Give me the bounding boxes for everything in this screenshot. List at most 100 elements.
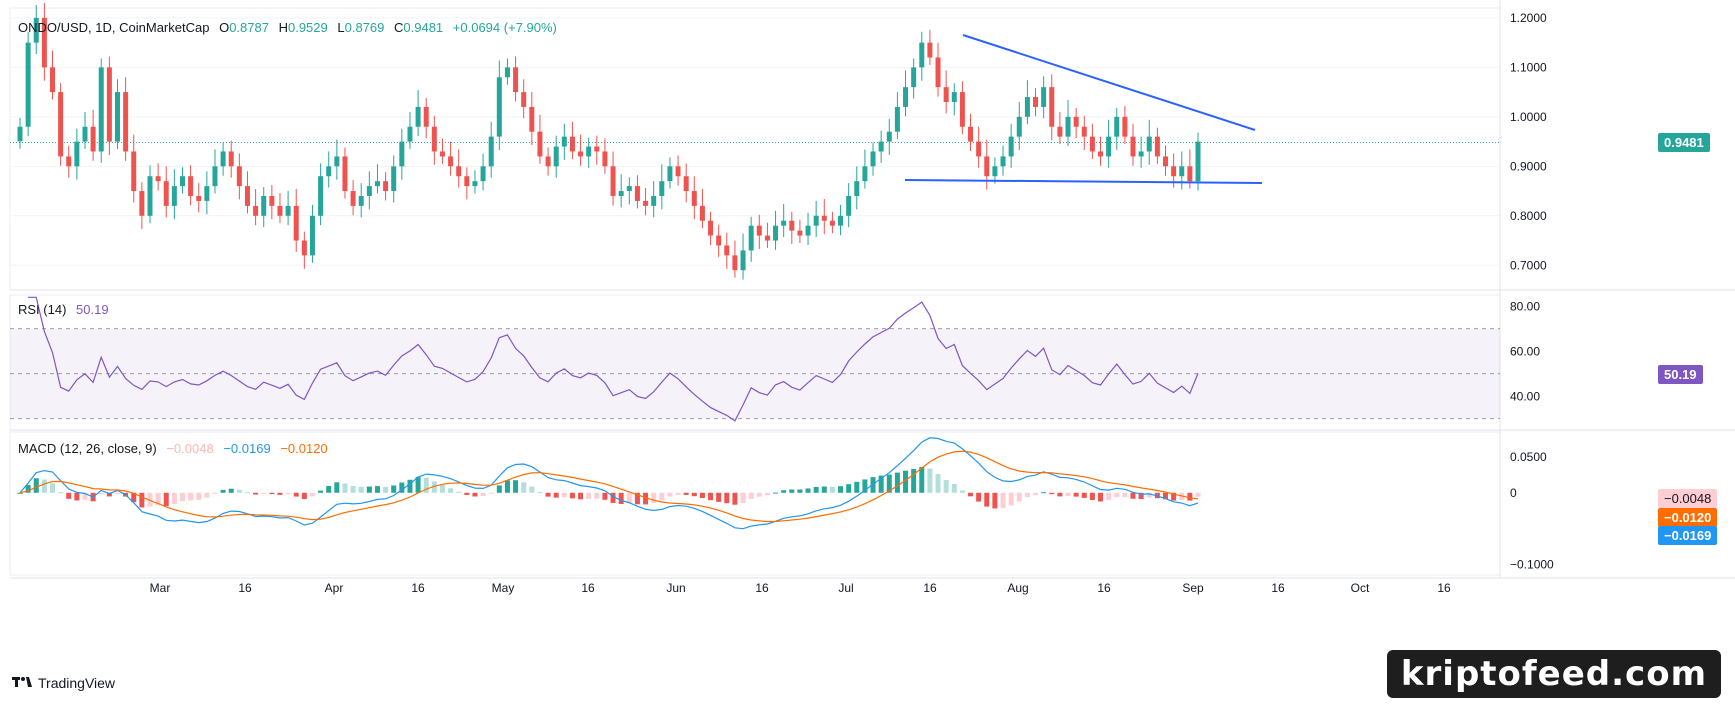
macd-histogram-bar [366, 486, 372, 493]
high-label: H [278, 20, 288, 35]
macd-histogram-bar [789, 489, 795, 493]
price-tick-label: 0.9000 [1510, 159, 1547, 173]
candle-body [253, 205, 259, 216]
time-tick-label: Mar [150, 581, 171, 595]
macd-histogram-bar [561, 492, 567, 498]
price-tick-label: 0.8000 [1510, 209, 1547, 223]
change-value: +0.0694 (+7.90%) [452, 20, 557, 35]
candle-body [748, 225, 754, 251]
candle-body [691, 191, 697, 206]
candle-body [350, 191, 356, 206]
candle-body [894, 106, 900, 132]
time-tick-label: 16 [581, 581, 595, 595]
tradingview-label: TradingView [38, 675, 116, 691]
price-tick-label: 1.2000 [1510, 11, 1547, 25]
high-value: 0.9529 [287, 20, 328, 35]
candle-body [415, 106, 421, 127]
macd-histogram-bar [683, 492, 689, 495]
candle-body [293, 205, 299, 241]
macd-histogram-bar [1089, 492, 1095, 500]
macd-histogram-bar [886, 474, 892, 493]
candle-body [634, 186, 640, 201]
candle-body [992, 166, 998, 177]
time-tick-label: Jun [666, 581, 685, 595]
macd-histogram-bar [976, 492, 982, 502]
macd-histogram-bar [98, 492, 104, 495]
candle-body [1041, 87, 1047, 107]
candle-body [618, 191, 624, 196]
time-axis: Mar 16 Apr 16 May 16 Jun 16 Jul 16 Aug 16 Sep 16 Oct 16 [150, 581, 1451, 595]
macd-histogram-bar [992, 492, 998, 509]
candle-body [383, 181, 389, 192]
low-value: 0.8769 [344, 20, 385, 35]
macd-histogram-bar [764, 492, 770, 496]
candle-body [976, 141, 982, 157]
macd-legend: MACD (12, 26, close, 9) −0.0048 −0.0169 … [18, 441, 334, 456]
macd-histogram-bar [724, 492, 730, 504]
macd-histogram-bar [943, 480, 949, 493]
candle-body [66, 156, 72, 167]
candle-body [114, 92, 120, 142]
candle-body [529, 106, 535, 132]
time-tick-label: 16 [923, 581, 937, 595]
macd-histogram-bar [350, 485, 356, 493]
macd-histogram-bar [659, 492, 665, 501]
macd-histogram-bar [163, 492, 169, 507]
candle-body [968, 126, 974, 142]
macd-histogram-bar [1033, 492, 1039, 496]
candle-body [903, 87, 909, 107]
macd-histogram-bar [1000, 492, 1006, 509]
candle-body [171, 186, 177, 206]
macd-tick-label: 0.0500 [1510, 450, 1547, 464]
candle-body [789, 220, 795, 231]
candle-body [269, 196, 275, 206]
macd-histogram-bar [870, 477, 876, 493]
time-tick-label: 16 [1097, 581, 1111, 595]
candle-body [1163, 156, 1169, 167]
macd-histogram-bar [277, 492, 283, 495]
rsi-value: 50.19 [76, 302, 109, 317]
macd-histogram-bar [456, 491, 462, 493]
macd-histogram-bar [1195, 492, 1201, 497]
candle-body [236, 166, 242, 187]
candle-body [675, 166, 681, 177]
price-candles [17, 3, 1201, 280]
macd-histogram-bar [293, 492, 299, 497]
candle-body [1065, 116, 1071, 137]
candle-body [594, 146, 600, 152]
candle-body [561, 136, 567, 147]
tradingview-logo[interactable]: TradingView [12, 675, 115, 691]
candle-body [756, 225, 762, 236]
time-tick-label: Sep [1182, 581, 1204, 595]
macd-histogram-bar [959, 490, 965, 493]
macd-histogram-bar [309, 492, 315, 497]
macd-histogram-bar [781, 490, 787, 493]
candle-body [708, 220, 714, 236]
candle-body [244, 186, 250, 206]
candle-body [513, 67, 519, 93]
candle-body [488, 136, 494, 167]
candle-body [423, 106, 429, 127]
macd-tick-label: 0 [1510, 486, 1517, 500]
candle-body [951, 92, 957, 102]
candle-body [927, 42, 933, 58]
candle-body [602, 151, 608, 167]
macd-histogram-bar [594, 492, 600, 499]
candle-body [464, 176, 470, 187]
candle-body [448, 156, 454, 167]
macd-histogram-bar [927, 468, 933, 493]
macd-histogram-bar [634, 492, 640, 505]
macd-histogram-bar [984, 492, 990, 507]
candle-body [1049, 87, 1055, 127]
macd-histogram-bar [261, 492, 267, 494]
macd-histogram-bar [699, 492, 705, 499]
macd-line-badge: −0.0169 [1658, 526, 1718, 545]
macd-histogram-bar [602, 492, 608, 500]
candle-body [196, 196, 202, 201]
macd-histogram-bar [838, 486, 844, 493]
macd-histogram-bar [716, 492, 722, 502]
candle-body [935, 57, 941, 88]
macd-histogram-bar [415, 476, 421, 493]
macd-histogram-bar [179, 492, 185, 502]
